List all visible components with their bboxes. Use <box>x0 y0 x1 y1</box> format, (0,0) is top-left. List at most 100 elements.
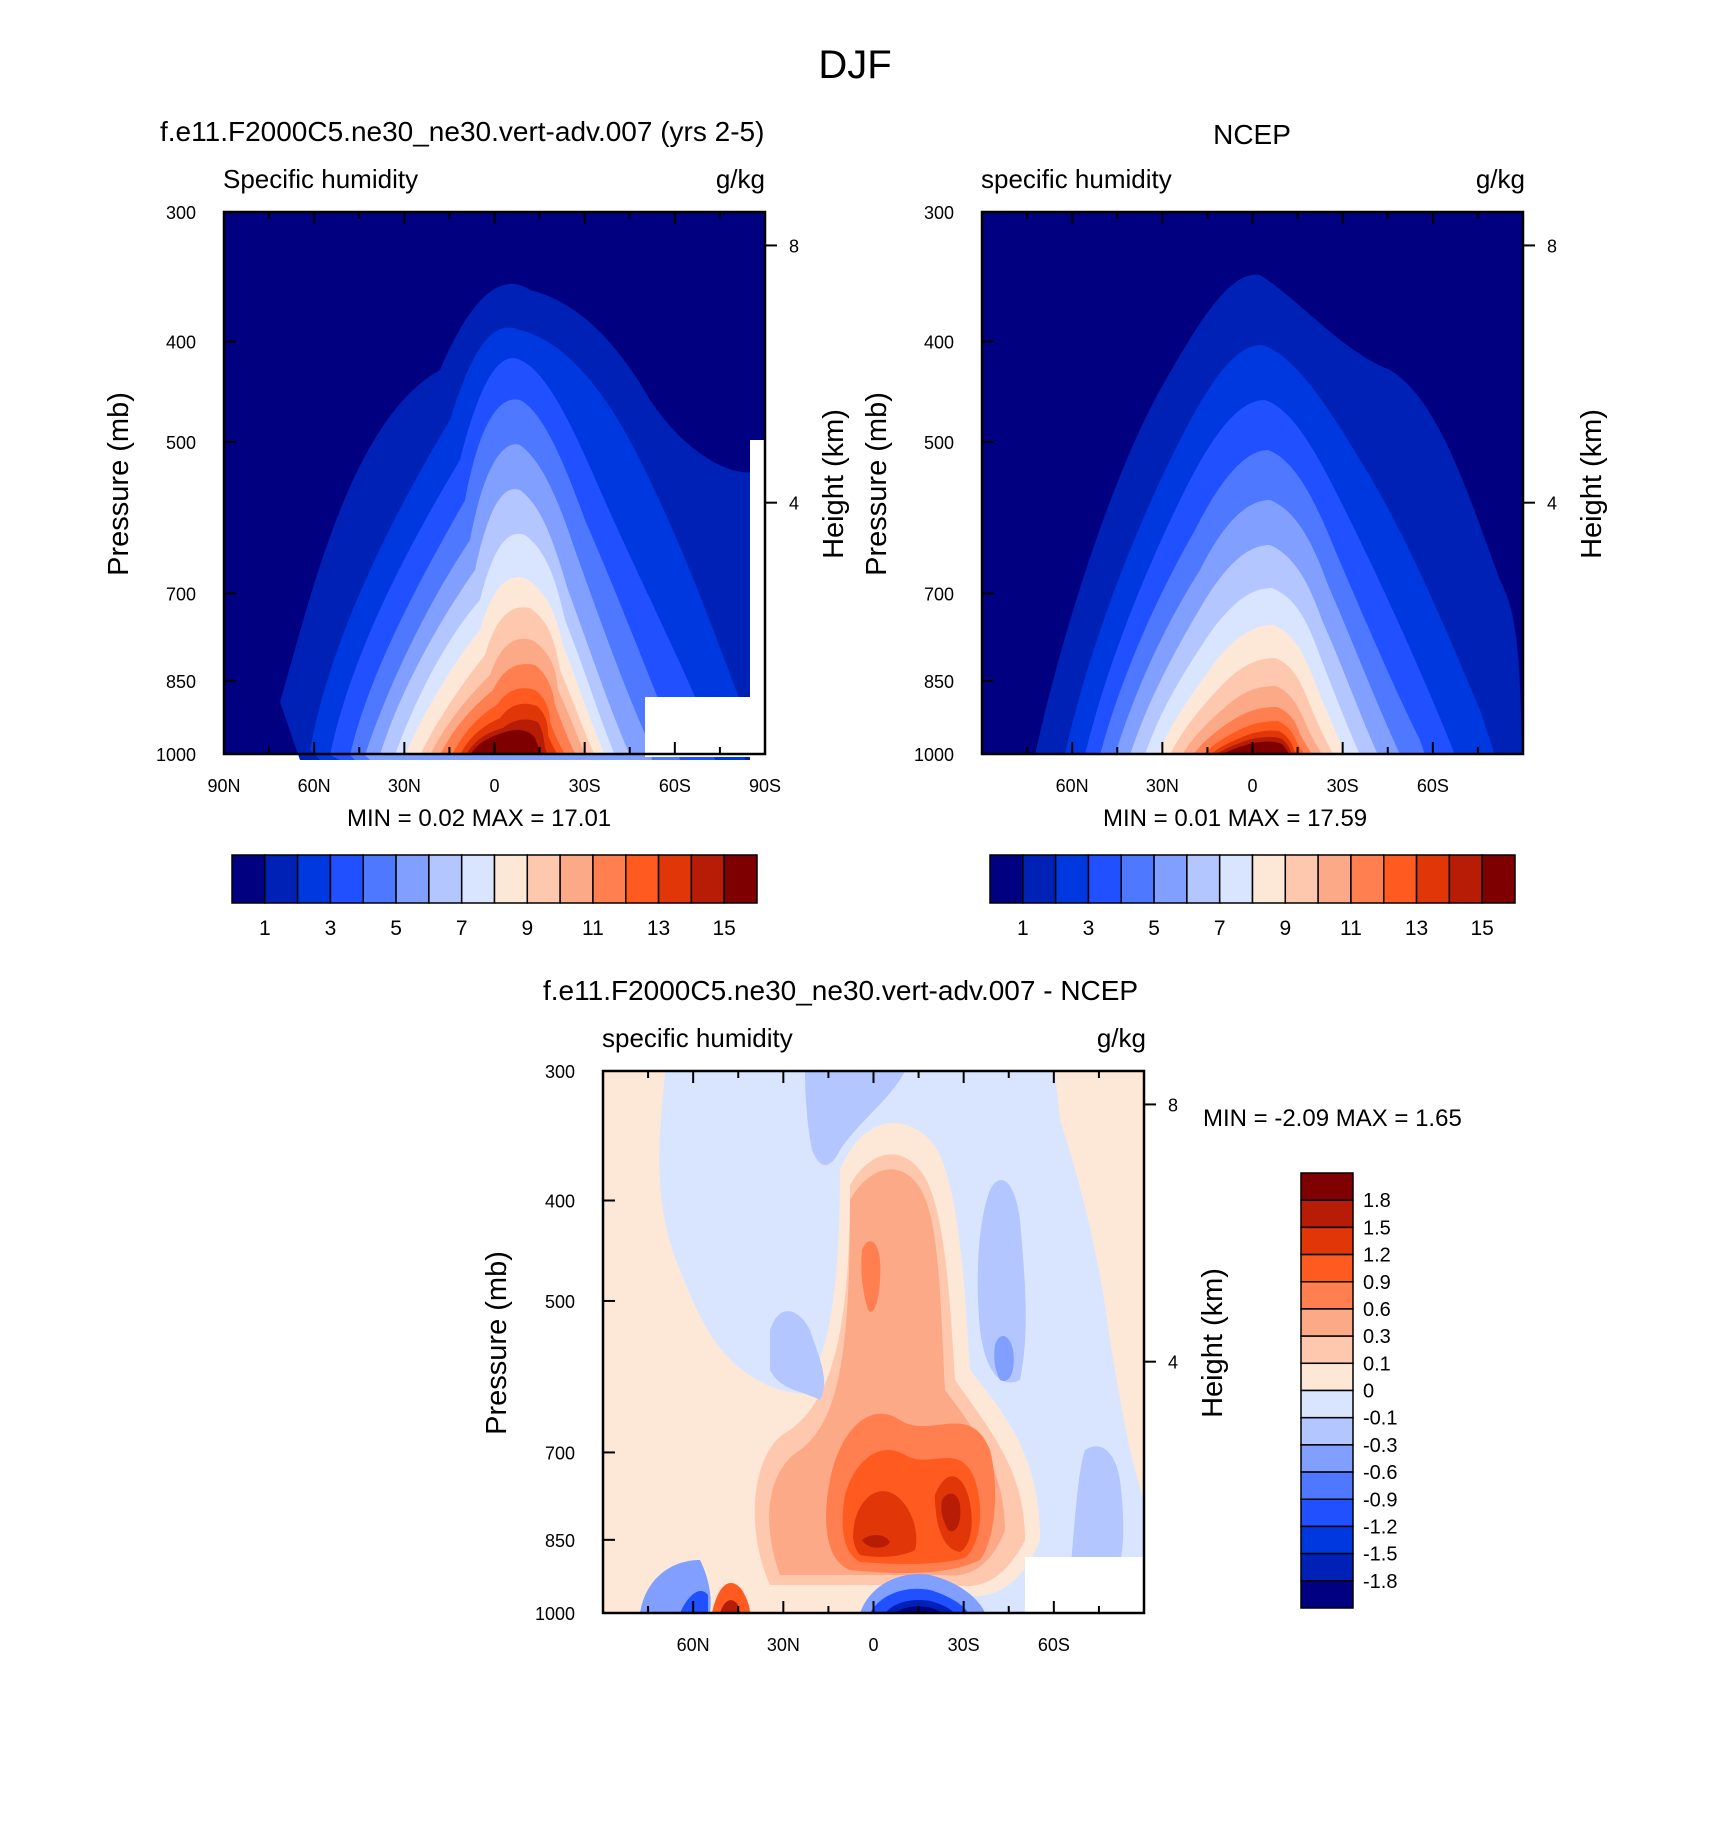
colorbar-box <box>1300 1172 1354 1201</box>
latitude-tick-label: 60S <box>1417 776 1449 796</box>
colorbar-box <box>1415 854 1451 904</box>
panel-diff-cold-2 <box>977 1180 1026 1383</box>
colorbar-box <box>1300 1580 1354 1609</box>
panel-diff-missing-region <box>1025 1557 1144 1613</box>
panel-model-ylabel-right: Height (km) <box>818 409 850 559</box>
panel-diff-positive-south <box>1055 1071 1144 1500</box>
colorbar-label: 1.5 <box>1363 1217 1391 1239</box>
colorbar-label: 3 <box>325 917 337 940</box>
colorbar-box <box>329 854 364 904</box>
colorbar-box <box>1383 854 1418 904</box>
latitude-tick-label: 0 <box>1247 776 1257 796</box>
panel-model-variable: Specific humidity <box>223 164 418 194</box>
panel-diff-yaxis: 300 400 500 700 850 1000 <box>535 1062 615 1624</box>
colorbar-box <box>1284 854 1319 904</box>
pressure-tick-label: 1000 <box>156 745 196 765</box>
colorbar-box <box>1186 854 1221 904</box>
panel-obs-plot-area <box>980 210 1525 756</box>
colorbar-label: 1 <box>1017 917 1029 940</box>
panel-diff-cold-1 <box>770 1311 825 1400</box>
colorbar-label: 3 <box>1083 917 1095 940</box>
latitude-tick-label: 60N <box>677 1635 710 1655</box>
pressure-tick-label: 700 <box>166 584 196 604</box>
colorbar-box <box>559 854 594 904</box>
panel-model-missing-region <box>645 697 765 757</box>
colorbar-box <box>989 854 1024 904</box>
panel-model-plot-area <box>222 210 767 760</box>
latitude-tick-label: 60S <box>659 776 691 796</box>
colorbar-label: 7 <box>1214 917 1226 940</box>
panel-obs-title: NCEP <box>1213 119 1291 150</box>
height-tick-label: 8 <box>1547 236 1557 256</box>
colorbar-label: 1 <box>259 917 271 940</box>
colorbar-box <box>428 854 463 904</box>
colorbar-label: -1.8 <box>1363 1571 1397 1593</box>
colorbar-box <box>723 854 758 904</box>
colorbar-label: 13 <box>1405 917 1428 940</box>
panel-diff-cold-3 <box>994 1335 1014 1381</box>
colorbar-box <box>1218 854 1254 904</box>
panel-diff-xaxis: 60N 30N 0 30S 60S <box>602 1071 1145 1655</box>
height-tick-label: 4 <box>1168 1353 1178 1373</box>
colorbar-box <box>1300 1552 1354 1582</box>
panel-model-units: g/kg <box>716 164 765 194</box>
latitude-tick-label: 0 <box>868 1635 878 1655</box>
colorbar-box <box>690 854 725 904</box>
latitude-tick-label: 30N <box>388 776 421 796</box>
panel-diff-upper-warm-1 <box>861 1241 881 1312</box>
latitude-tick-label: 30S <box>948 1635 980 1655</box>
colorbar-box <box>1350 854 1385 904</box>
colorbar-label: 1.2 <box>1363 1245 1391 1267</box>
colorbar-label: 0.3 <box>1363 1326 1391 1348</box>
colorbar-box <box>526 854 561 904</box>
latitude-tick-label: 60S <box>1038 1635 1070 1655</box>
colorbar-box <box>1300 1253 1354 1283</box>
colorbar-box <box>1300 1335 1354 1365</box>
panel-model-missing-edge <box>750 440 765 760</box>
pressure-tick-label: 700 <box>924 584 954 604</box>
panel-diff-cold-5 <box>1070 1446 1124 1575</box>
panel-diff-tropical-warm-9 <box>941 1493 961 1532</box>
latitude-tick-label: 90N <box>207 776 240 796</box>
panel-model-contour-15 <box>470 730 542 755</box>
panel-diff-colorbar: 1.8 1.5 1.2 0.9 0.6 0.3 0.1 0 -0.1 -0.3 -0.6 -0.9 -1… <box>1300 1172 1397 1609</box>
panel-obs-units: g/kg <box>1476 164 1525 194</box>
panel-obs-contour-15 <box>1220 741 1289 755</box>
colorbar-box <box>362 854 397 904</box>
pressure-tick-label: 300 <box>166 203 196 223</box>
panel-obs-colorbar: 1 3 5 7 9 11 13 15 <box>989 854 1516 940</box>
colorbar-label: 11 <box>1340 917 1362 940</box>
latitude-tick-label: 30N <box>1146 776 1179 796</box>
colorbar-box <box>395 854 430 904</box>
colorbar-label: 15 <box>1471 917 1494 940</box>
colorbar-label: 5 <box>390 917 402 940</box>
colorbar-label: -0.3 <box>1363 1435 1397 1457</box>
panel-diff-surface-warm-2 <box>720 1600 740 1613</box>
panel-model-colorbar: 1 3 5 7 9 11 13 15 <box>231 854 758 940</box>
pressure-tick-label: 850 <box>545 1531 575 1551</box>
colorbar-label: -0.1 <box>1363 1408 1397 1430</box>
latitude-tick-label: 30N <box>767 1635 800 1655</box>
pressure-tick-label: 300 <box>545 1062 575 1082</box>
latitude-tick-label: 90S <box>749 776 781 796</box>
panel-obs-minmax: MIN = 0.01 MAX = 17.59 <box>1103 805 1367 832</box>
colorbar-box <box>1300 1444 1354 1473</box>
colorbar-label: 9 <box>521 917 533 940</box>
colorbar-box <box>1300 1281 1354 1310</box>
colorbar-label: 0.6 <box>1363 1299 1391 1321</box>
panel-diff-tropical-warm-8 <box>862 1534 890 1548</box>
panel-model-minmax: MIN = 0.02 MAX = 17.01 <box>347 805 611 832</box>
panel-obs-ylabel: Pressure (mb) <box>861 392 893 576</box>
panel-diff-surface-cold-6 <box>895 1606 940 1613</box>
colorbar-box <box>1481 854 1516 904</box>
colorbar-box <box>657 854 693 904</box>
colorbar-box <box>1300 1416 1354 1446</box>
latitude-tick-label: 30S <box>569 776 601 796</box>
colorbar-box <box>625 854 660 904</box>
panel-diff-title: f.e11.F2000C5.ne30_ne30.vert-adv.007 - N… <box>543 975 1138 1006</box>
colorbar-label: 9 <box>1279 917 1291 940</box>
colorbar-label: 13 <box>647 917 670 940</box>
pressure-tick-label: 400 <box>166 333 196 353</box>
panel-obs-yaxis: 300 400 500 700 850 1000 <box>914 203 994 765</box>
panel-obs-variable: specific humidity <box>981 164 1172 194</box>
